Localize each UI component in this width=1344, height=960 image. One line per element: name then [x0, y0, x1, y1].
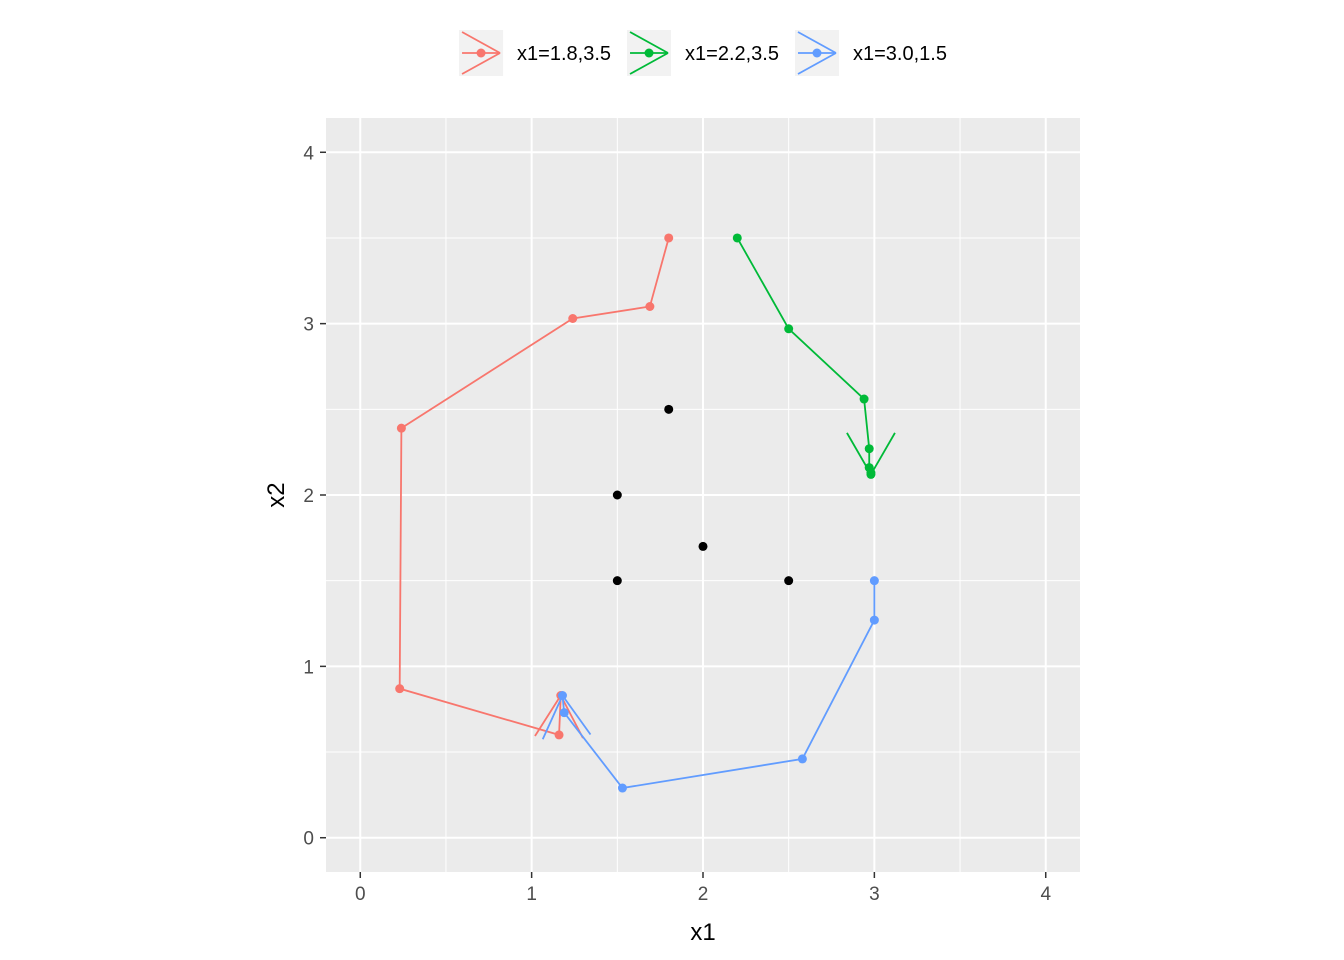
series-point [559, 708, 569, 718]
legend-key-arrow [629, 52, 669, 75]
static-points [612, 404, 794, 586]
legend-label: x1=1.8,3.5 [517, 43, 611, 65]
series-point [732, 233, 742, 243]
legend-key-point [476, 48, 486, 58]
series-layer [395, 233, 896, 793]
x-tick-label: 2 [698, 884, 709, 905]
legend-key-arrow [461, 52, 501, 75]
series-arrowhead [534, 695, 562, 737]
y-tick-label: 2 [303, 486, 314, 507]
legend-item-3: x1=3.0,1.5 [794, 30, 947, 76]
series-point [797, 754, 807, 764]
series-3 [541, 576, 879, 793]
x-tick-label: 4 [1040, 884, 1051, 905]
series-arrowhead [846, 432, 872, 475]
legend-label: x1=3.0,1.5 [853, 43, 947, 65]
legend-key-arrow [797, 52, 837, 75]
series-point [864, 444, 874, 454]
series-point [554, 730, 564, 740]
series-point [869, 576, 879, 586]
series-point [645, 302, 655, 311]
legend-key-arrow [461, 31, 501, 54]
static-point [784, 576, 794, 586]
series-1 [395, 233, 674, 740]
series-point [617, 783, 627, 793]
static-point [664, 404, 674, 414]
static-point [612, 576, 622, 586]
legend-label: x1=2.2,3.5 [685, 43, 779, 65]
static-point [698, 541, 708, 551]
axes: 0 1 2 3 4 0 1 2 3 4 [303, 143, 1051, 905]
y-axis-title: x2 [263, 482, 290, 507]
legend-key-arrow [797, 31, 837, 54]
legend-item-1: x1=1.8,3.5 [459, 30, 611, 76]
legend-key-point [812, 48, 822, 58]
series-point [396, 423, 406, 433]
series-arrowhead [561, 694, 592, 735]
series-point [784, 324, 794, 334]
series-point [869, 615, 879, 625]
legend-item-2: x1=2.2,3.5 [627, 30, 779, 76]
y-tick-label: 0 [303, 829, 314, 850]
series-point [664, 233, 674, 243]
series-point [568, 313, 578, 323]
static-point [612, 490, 622, 500]
x-tick-label: 0 [355, 884, 366, 905]
series-point [859, 394, 869, 404]
legend-key-arrow [629, 31, 669, 54]
y-tick-label: 4 [303, 143, 314, 164]
legend-key-point [644, 48, 654, 58]
series-arrowhead [870, 432, 896, 475]
x-tick-label: 1 [526, 884, 537, 905]
y-tick-label: 3 [303, 315, 314, 336]
x-tick-label: 3 [869, 884, 880, 905]
grid [326, 118, 1080, 872]
legend: x1=1.8,3.5 x1=2.2,3.5 x1=3.0,1.5 [459, 30, 947, 76]
series-2 [732, 233, 896, 479]
x-axis-title: x1 [690, 919, 715, 946]
series-point [395, 684, 405, 694]
series-arrowhead [541, 695, 564, 740]
y-tick-label: 1 [303, 657, 314, 678]
